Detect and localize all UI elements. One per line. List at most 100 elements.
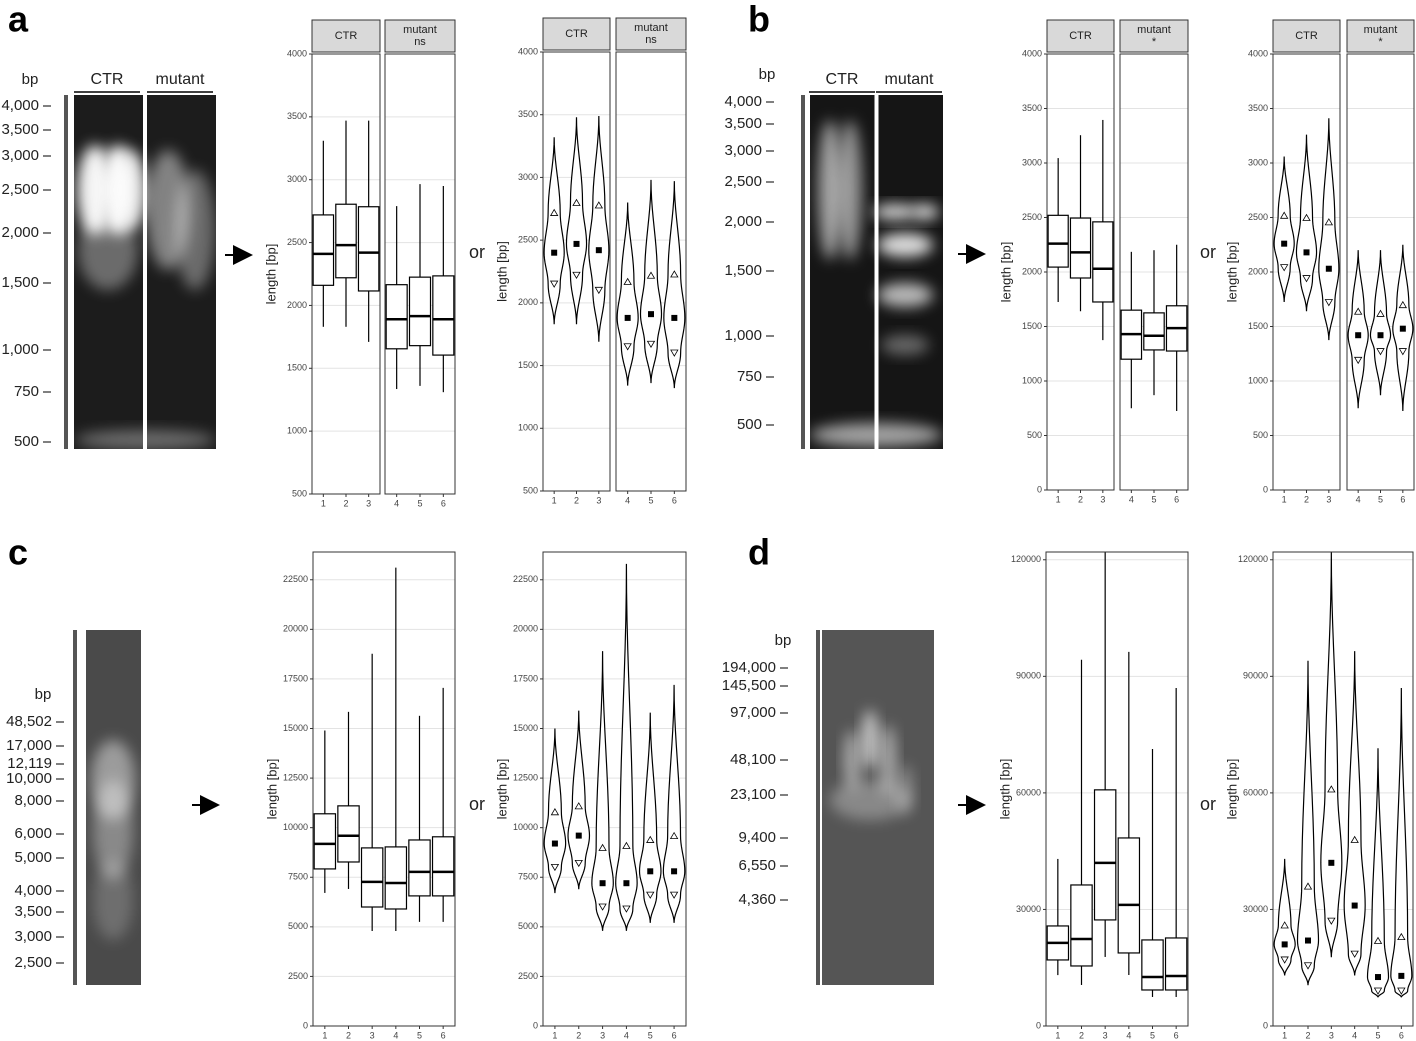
plot-border	[1346, 53, 1415, 491]
upper-marker	[646, 835, 655, 843]
facet-strip	[1046, 19, 1115, 53]
lower-marker	[646, 891, 655, 899]
y-tick-label: 60000	[1243, 787, 1268, 797]
plot-border	[1272, 551, 1414, 1027]
lower-marker	[1327, 917, 1336, 925]
lower-marker	[572, 271, 581, 280]
box	[1093, 789, 1117, 921]
plot-border	[1119, 53, 1189, 491]
x-tick-label: 4	[625, 495, 630, 505]
ladder-label: 10,000	[6, 770, 52, 787]
y-tick-label: 90000	[1243, 671, 1268, 681]
lower-marker	[1279, 264, 1289, 272]
y-tick-label: 1500	[518, 360, 538, 370]
plot-border	[542, 551, 687, 1027]
x-tick-label: 2	[1305, 1030, 1310, 1040]
y-axis-title: length [bp]	[264, 759, 279, 820]
box	[385, 284, 408, 350]
ladder-label: 3,000	[1, 147, 39, 164]
violin	[1295, 134, 1318, 312]
x-tick-label: 2	[343, 498, 348, 508]
bp-label: bp	[775, 632, 792, 649]
y-axis-title: length [bp]	[494, 759, 509, 820]
ladder-label: 2,500	[724, 173, 762, 190]
x-tick-label: 3	[1103, 1030, 1108, 1040]
ladder-label: 750	[737, 368, 762, 385]
x-tick-label: 1	[321, 498, 326, 508]
gel-band	[844, 730, 860, 790]
mean-marker	[1355, 332, 1362, 339]
gel-band	[873, 204, 917, 220]
mean-marker	[1305, 937, 1311, 944]
box	[335, 203, 357, 279]
y-tick-label: 3000	[1248, 157, 1268, 167]
ladder-label: 1,500	[724, 262, 762, 279]
ladder-label: 500	[737, 416, 762, 433]
x-tick-label: 6	[1400, 494, 1405, 504]
facet-strip	[615, 17, 687, 51]
mean-marker	[1377, 332, 1384, 339]
x-tick-label: 6	[1399, 1030, 1404, 1040]
upper-marker	[549, 208, 559, 216]
mean-marker	[671, 868, 678, 875]
upper-marker	[1376, 309, 1385, 317]
upper-marker	[670, 270, 679, 278]
y-axis-title: length [bp]	[998, 242, 1013, 303]
box	[1117, 837, 1141, 954]
lower-marker	[594, 286, 604, 295]
y-tick-label: 17500	[513, 673, 538, 683]
gel-band	[93, 860, 133, 940]
x-tick-label: 3	[1100, 494, 1105, 504]
lower-marker	[1324, 299, 1334, 307]
y-tick-label: 0	[1263, 1020, 1268, 1030]
y-tick-label: 120000	[1238, 554, 1268, 564]
box	[357, 206, 380, 292]
plot-border	[1045, 551, 1189, 1027]
mean-marker	[575, 832, 582, 839]
y-tick-label: 1500	[287, 363, 307, 373]
lower-marker	[1376, 348, 1385, 356]
upper-marker	[1302, 213, 1311, 221]
ladder-label: 4,000	[14, 882, 52, 899]
ladder-label: 4,000	[1, 97, 39, 114]
y-tick-label: 60000	[1016, 787, 1041, 797]
ladder-label: 750	[14, 383, 39, 400]
x-tick-label: 4	[1126, 1030, 1131, 1040]
upper-marker	[574, 802, 583, 810]
x-tick-label: 4	[394, 498, 399, 508]
ladder-label: 97,000	[730, 704, 776, 721]
lower-marker	[622, 905, 631, 913]
x-tick-label: 2	[574, 495, 579, 505]
plot-background	[313, 552, 455, 1026]
x-tick-label: 1	[1055, 1030, 1060, 1040]
y-tick-label: 4000	[1248, 48, 1268, 58]
or-label: or	[1200, 242, 1216, 262]
upper-marker	[646, 271, 656, 279]
violin	[543, 137, 565, 325]
lower-marker	[1280, 956, 1289, 964]
ladder-label: 23,100	[730, 786, 776, 803]
y-tick-label: 1000	[1022, 375, 1042, 385]
violin	[588, 115, 610, 342]
mean-marker	[1281, 240, 1288, 247]
box	[1141, 939, 1164, 991]
lower-marker	[646, 340, 656, 349]
y-tick-label: 2000	[287, 300, 307, 310]
y-tick-label: 5000	[518, 921, 538, 931]
bp-label: bp	[22, 71, 39, 88]
facet-label: CTR	[335, 30, 358, 42]
violin	[1343, 651, 1366, 976]
lower-marker	[1353, 356, 1363, 365]
x-tick-label: 6	[1174, 1030, 1179, 1040]
y-tick-label: 120000	[1011, 554, 1041, 564]
x-tick-label: 3	[600, 1030, 605, 1040]
mean-marker	[551, 249, 558, 256]
y-tick-label: 4000	[518, 46, 538, 56]
y-tick-label: 2500	[288, 971, 308, 981]
mean-marker	[1303, 249, 1310, 256]
plot-background	[1046, 552, 1188, 1026]
y-tick-label: 1000	[1248, 375, 1268, 385]
y-tick-label: 2500	[287, 237, 307, 247]
ladder-label: 145,500	[722, 677, 776, 694]
